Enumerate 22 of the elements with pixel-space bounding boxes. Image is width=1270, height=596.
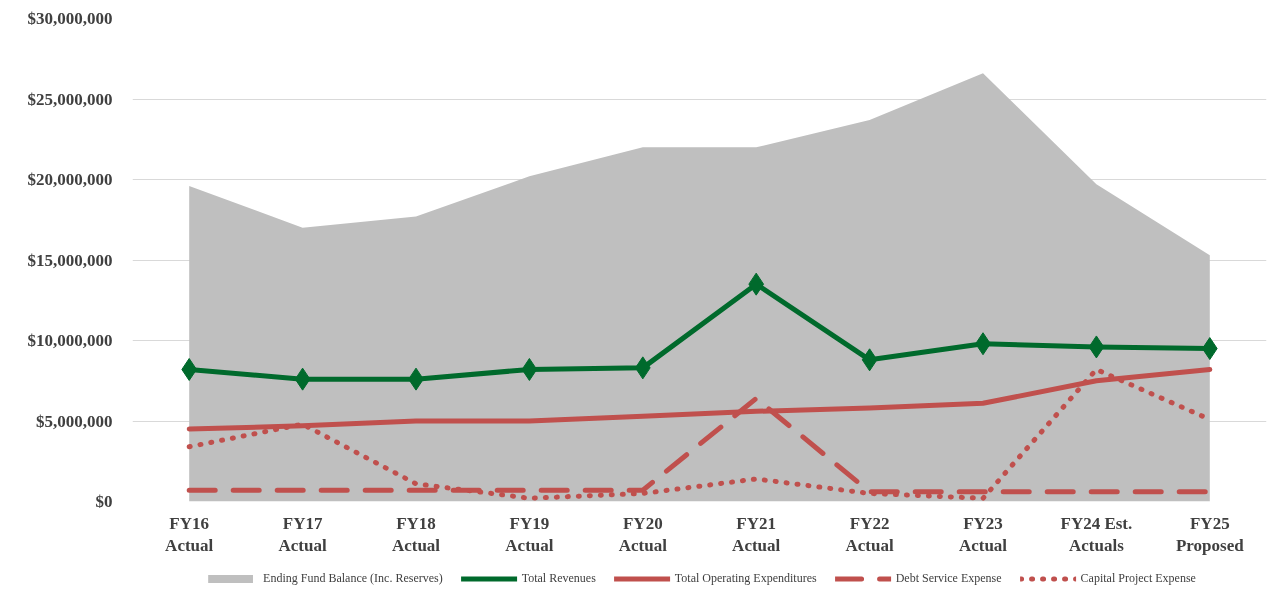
legend-label: Capital Project Expense — [1080, 570, 1196, 586]
y-tick-label: $10,000,000 — [27, 331, 113, 350]
y-tick-label: $5,000,000 — [36, 411, 113, 431]
y-tick-label: $20,000,000 — [27, 170, 113, 189]
x-tick-label: FY23 Actual — [958, 513, 1008, 556]
legend-label: Ending Fund Balance (Inc. Reserves) — [263, 570, 443, 586]
y-tick-label: $25,000,000 — [27, 89, 113, 109]
x-tick-label: FY24 Est. Actuals — [1060, 513, 1133, 556]
x-tick-label: FY22 Actual — [845, 513, 894, 556]
x-tick-label: FY17 Actual — [278, 513, 327, 556]
y-tick-label: $15,000,000 — [27, 250, 113, 270]
x-tick-label: FY19 Actual — [505, 513, 554, 556]
y-tick-label: $0 — [95, 492, 113, 511]
legend-label: Total Revenues — [521, 570, 596, 586]
legend-label: Total Operating Expenditures — [674, 570, 817, 586]
x-tick-label: FY20 Actual — [618, 513, 668, 556]
legend-label: Debt Service Expense — [895, 570, 1002, 586]
x-tick-label: FY16 Actual — [165, 513, 214, 556]
x-tick-label: FY25 Proposed — [1175, 513, 1245, 556]
x-tick-label: FY18 Actual — [391, 513, 441, 556]
x-tick-label: FY21 Actual — [732, 513, 781, 556]
y-tick-label: $30,000,000 — [27, 9, 113, 28]
